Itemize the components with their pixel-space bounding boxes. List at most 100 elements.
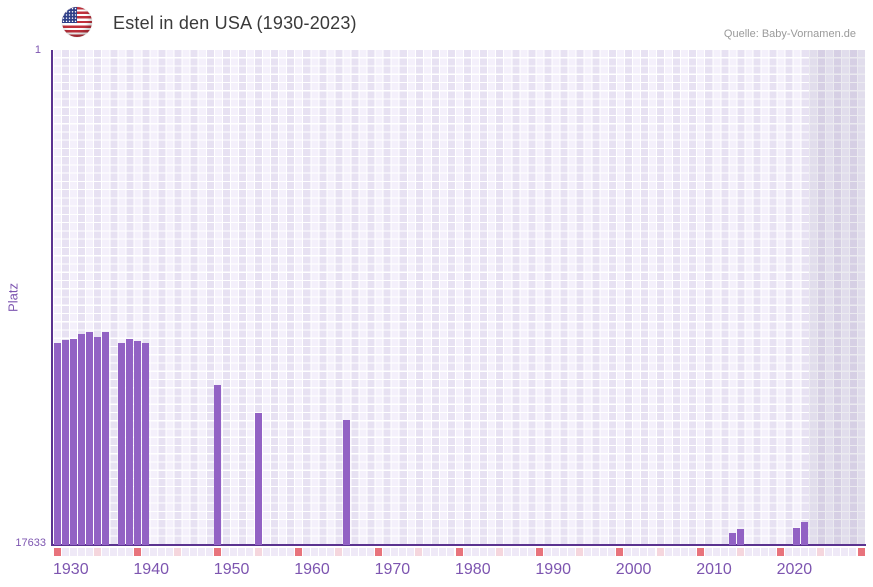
year-cell-1972 xyxy=(391,548,399,556)
year-cell-1931 xyxy=(61,548,69,556)
year-cell-2013 xyxy=(720,548,728,556)
x-axis-tick-1940: 1940 xyxy=(133,561,169,578)
year-cell-1999 xyxy=(608,548,616,556)
x-axis-tick-1950: 1950 xyxy=(213,561,250,578)
year-cell-1935 xyxy=(93,548,101,556)
year-cell-2020 xyxy=(777,548,785,556)
bar-1950[interactable] xyxy=(214,384,222,545)
year-cell-1957 xyxy=(270,548,278,556)
source-credit-link[interactable]: Quelle: Baby-Vornamen.de xyxy=(723,28,856,40)
year-cell-1974 xyxy=(407,548,415,556)
year-cell-2012 xyxy=(712,548,720,556)
year-cell-1959 xyxy=(286,548,294,556)
chart-title: Estel in den USA (1930-2023) xyxy=(113,13,357,33)
y-axis-tick-top: 1 xyxy=(34,44,41,56)
bar-2023[interactable] xyxy=(801,521,809,545)
year-cell-1993 xyxy=(560,548,568,556)
year-cell-1965 xyxy=(334,548,342,556)
year-cell-1967 xyxy=(350,548,358,556)
year-cell-2030 xyxy=(857,548,865,556)
year-cell-2022 xyxy=(793,548,801,556)
bar-1935[interactable] xyxy=(93,336,101,545)
year-cell-2015 xyxy=(736,548,744,556)
year-cell-1983 xyxy=(479,548,487,556)
year-cell-1989 xyxy=(527,548,535,556)
bar-1939[interactable] xyxy=(125,338,133,545)
x-axis-tick-1980: 1980 xyxy=(455,561,491,578)
x-axis-tick-1930: 1930 xyxy=(53,561,89,578)
year-cell-1978 xyxy=(439,548,447,556)
year-cell-1968 xyxy=(359,548,367,556)
x-axis-tick-2000: 2000 xyxy=(615,561,652,578)
bar-1955[interactable] xyxy=(254,412,262,545)
x-axis-tick-1970: 1970 xyxy=(374,561,411,578)
bar-2022[interactable] xyxy=(793,528,801,545)
year-cell-1963 xyxy=(318,548,326,556)
year-cell-1958 xyxy=(278,548,286,556)
year-cell-1933 xyxy=(77,548,85,556)
bar-1932[interactable] xyxy=(69,338,77,545)
year-cell-1941 xyxy=(141,548,149,556)
year-cell-2021 xyxy=(785,548,793,556)
year-cell-1945 xyxy=(174,548,182,556)
year-cell-1996 xyxy=(584,548,592,556)
year-cell-1997 xyxy=(592,548,600,556)
year-cell-2008 xyxy=(680,548,688,556)
year-cell-1952 xyxy=(230,548,238,556)
year-cell-1964 xyxy=(326,548,334,556)
year-cell-2001 xyxy=(624,548,632,556)
plot-area xyxy=(53,50,865,545)
year-cell-1949 xyxy=(206,548,214,556)
year-cell-1947 xyxy=(190,548,198,556)
year-cell-1998 xyxy=(600,548,608,556)
bar-1930[interactable] xyxy=(53,343,61,545)
bar-1938[interactable] xyxy=(117,343,125,545)
year-cell-1962 xyxy=(310,548,318,556)
bar-1933[interactable] xyxy=(77,333,85,545)
bar-2014[interactable] xyxy=(728,533,736,545)
year-cell-1988 xyxy=(519,548,527,556)
year-cell-1969 xyxy=(367,548,375,556)
year-cell-1936 xyxy=(101,548,109,556)
bar-2015[interactable] xyxy=(736,528,744,545)
year-cell-1994 xyxy=(568,548,576,556)
year-cell-2011 xyxy=(704,548,712,556)
year-cell-1971 xyxy=(383,548,391,556)
y-axis-tick-bottom: 17633 xyxy=(15,537,46,549)
year-cell-1982 xyxy=(471,548,479,556)
bar-1940[interactable] xyxy=(133,341,141,545)
year-cell-1966 xyxy=(342,548,350,556)
year-cell-1973 xyxy=(399,548,407,556)
x-axis-tick-2010: 2010 xyxy=(696,561,732,578)
year-cell-1934 xyxy=(85,548,93,556)
year-cell-2025 xyxy=(817,548,825,556)
year-cell-1948 xyxy=(198,548,206,556)
year-cell-1950 xyxy=(214,548,222,556)
year-cell-2016 xyxy=(744,548,752,556)
year-cell-1970 xyxy=(375,548,383,556)
x-axis-tick-2020: 2020 xyxy=(776,561,813,578)
bar-1966[interactable] xyxy=(342,420,350,545)
year-cell-1979 xyxy=(447,548,455,556)
year-cell-1986 xyxy=(503,548,511,556)
year-cell-2010 xyxy=(696,548,704,556)
year-cell-2003 xyxy=(640,548,648,556)
year-cell-2028 xyxy=(841,548,849,556)
year-cell-1955 xyxy=(254,548,262,556)
year-cell-1981 xyxy=(463,548,471,556)
year-cell-1960 xyxy=(294,548,302,556)
year-cell-1932 xyxy=(69,548,77,556)
bar-1934[interactable] xyxy=(85,332,93,545)
year-cell-1938 xyxy=(117,548,125,556)
bar-1936[interactable] xyxy=(101,331,109,545)
y-axis-title: Platz xyxy=(5,283,21,312)
year-cell-1991 xyxy=(543,548,551,556)
year-cell-1940 xyxy=(133,548,141,556)
y-axis-line xyxy=(51,50,53,546)
bar-1941[interactable] xyxy=(141,343,149,545)
bar-1931[interactable] xyxy=(61,340,69,545)
year-cell-2029 xyxy=(849,548,857,556)
year-cell-2005 xyxy=(656,548,664,556)
year-cell-2007 xyxy=(672,548,680,556)
year-cell-1951 xyxy=(222,548,230,556)
